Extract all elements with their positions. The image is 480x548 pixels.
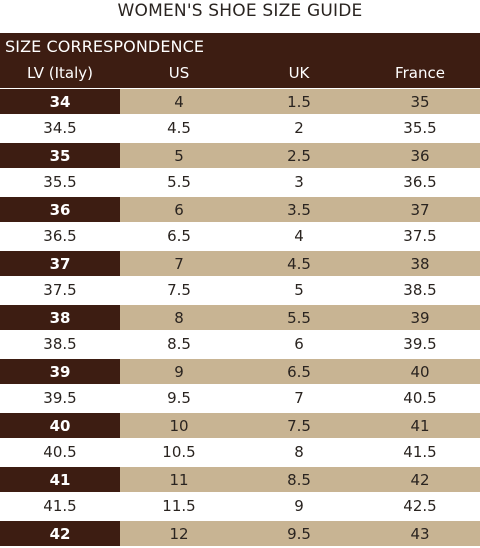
size-lv-italy-cell: 41.5	[0, 493, 120, 520]
size-lv-italy-cell: 34.5	[0, 115, 120, 142]
table-row: 35 5 2.5 36	[0, 142, 480, 169]
table-header: SIZE CORRESPONDENCE LV (Italy) US UK Fra…	[0, 33, 480, 88]
size-lv-italy-cell: 38.5	[0, 331, 120, 358]
size-france-cell: 40	[360, 359, 480, 384]
size-france-cell: 37	[360, 197, 480, 222]
page-title: WOMEN'S SHOE SIZE GUIDE	[117, 1, 363, 21]
size-lv-italy-cell: 35.5	[0, 169, 120, 196]
size-us-cell: 5.5	[120, 169, 238, 196]
size-us-cell: 5	[120, 143, 238, 168]
size-uk-cell: 9.5	[238, 521, 360, 546]
size-us-cell: 7.5	[120, 277, 238, 304]
table-row: 39 9 6.5 40	[0, 358, 480, 385]
table-row: 38.5 8.5 6 39.5	[0, 331, 480, 358]
size-uk-cell: 1.5	[238, 89, 360, 114]
size-france-cell: 38	[360, 251, 480, 276]
table-row: 37 7 4.5 38	[0, 250, 480, 277]
size-us-cell: 8.5	[120, 331, 238, 358]
size-correspondence-table: SIZE CORRESPONDENCE LV (Italy) US UK Fra…	[0, 33, 480, 547]
size-uk-cell: 7	[238, 385, 360, 412]
size-lv-italy-cell: 42	[0, 521, 120, 546]
column-header-uk: UK	[288, 64, 310, 82]
size-uk-cell: 2.5	[238, 143, 360, 168]
size-france-cell: 35	[360, 89, 480, 114]
size-us-cell: 6.5	[120, 223, 238, 250]
table-row: 41 11 8.5 42	[0, 466, 480, 493]
size-us-cell: 11	[120, 467, 238, 492]
size-uk-cell: 4	[238, 223, 360, 250]
size-france-cell: 39	[360, 305, 480, 330]
size-lv-italy-cell: 36.5	[0, 223, 120, 250]
size-lv-italy-cell: 39.5	[0, 385, 120, 412]
size-lv-italy-cell: 40	[0, 413, 120, 438]
table-row: 36.5 6.5 4 37.5	[0, 223, 480, 250]
size-uk-cell: 4.5	[238, 251, 360, 276]
size-lv-italy-cell: 39	[0, 359, 120, 384]
size-us-cell: 10	[120, 413, 238, 438]
table-row: 40.5 10.5 8 41.5	[0, 439, 480, 466]
column-header-france: France	[395, 64, 445, 82]
size-uk-cell: 3.5	[238, 197, 360, 222]
table-row: 34 4 1.5 35	[0, 88, 480, 115]
table-row: 34.5 4.5 2 35.5	[0, 115, 480, 142]
size-uk-cell: 9	[238, 493, 360, 520]
size-lv-italy-cell: 35	[0, 143, 120, 168]
size-france-cell: 37.5	[360, 223, 480, 250]
table-row: 39.5 9.5 7 40.5	[0, 385, 480, 412]
size-lv-italy-cell: 38	[0, 305, 120, 330]
table-row: 35.5 5.5 3 36.5	[0, 169, 480, 196]
size-us-cell: 9	[120, 359, 238, 384]
size-uk-cell: 6	[238, 331, 360, 358]
size-lv-italy-cell: 41	[0, 467, 120, 492]
size-france-cell: 38.5	[360, 277, 480, 304]
size-lv-italy-cell: 37	[0, 251, 120, 276]
size-france-cell: 36	[360, 143, 480, 168]
size-us-cell: 9.5	[120, 385, 238, 412]
size-lv-italy-cell: 34	[0, 89, 120, 114]
size-us-cell: 8	[120, 305, 238, 330]
table-row: 42 12 9.5 43	[0, 520, 480, 547]
size-uk-cell: 5	[238, 277, 360, 304]
size-france-cell: 41	[360, 413, 480, 438]
size-france-cell: 41.5	[360, 439, 480, 466]
size-us-cell: 7	[120, 251, 238, 276]
size-us-cell: 11.5	[120, 493, 238, 520]
size-us-cell: 12	[120, 521, 238, 546]
section-title: SIZE CORRESPONDENCE	[5, 37, 205, 56]
size-france-cell: 43	[360, 521, 480, 546]
size-uk-cell: 8.5	[238, 467, 360, 492]
size-uk-cell: 6.5	[238, 359, 360, 384]
column-headers: LV (Italy) US UK France	[0, 60, 480, 88]
table-row: 38 8 5.5 39	[0, 304, 480, 331]
size-uk-cell: 8	[238, 439, 360, 466]
size-france-cell: 39.5	[360, 331, 480, 358]
size-us-cell: 4	[120, 89, 238, 114]
size-us-cell: 4.5	[120, 115, 238, 142]
table-row: 37.5 7.5 5 38.5	[0, 277, 480, 304]
size-france-cell: 35.5	[360, 115, 480, 142]
table-row: 36 6 3.5 37	[0, 196, 480, 223]
size-uk-cell: 3	[238, 169, 360, 196]
size-lv-italy-cell: 36	[0, 197, 120, 222]
size-france-cell: 42.5	[360, 493, 480, 520]
size-lv-italy-cell: 40.5	[0, 439, 120, 466]
table-row: 41.5 11.5 9 42.5	[0, 493, 480, 520]
size-us-cell: 10.5	[120, 439, 238, 466]
size-france-cell: 40.5	[360, 385, 480, 412]
size-uk-cell: 5.5	[238, 305, 360, 330]
size-lv-italy-cell: 37.5	[0, 277, 120, 304]
column-header-lv-italy: LV (Italy)	[27, 64, 93, 82]
size-france-cell: 36.5	[360, 169, 480, 196]
column-header-us: US	[168, 64, 190, 82]
table-body: 34 4 1.5 35 34.5 4.5 2 35.5 35 5 2.5 36 35.5 5.5 3 36.5…	[0, 88, 480, 547]
size-uk-cell: 2	[238, 115, 360, 142]
size-us-cell: 6	[120, 197, 238, 222]
size-uk-cell: 7.5	[238, 413, 360, 438]
size-france-cell: 42	[360, 467, 480, 492]
table-row: 40 10 7.5 41	[0, 412, 480, 439]
